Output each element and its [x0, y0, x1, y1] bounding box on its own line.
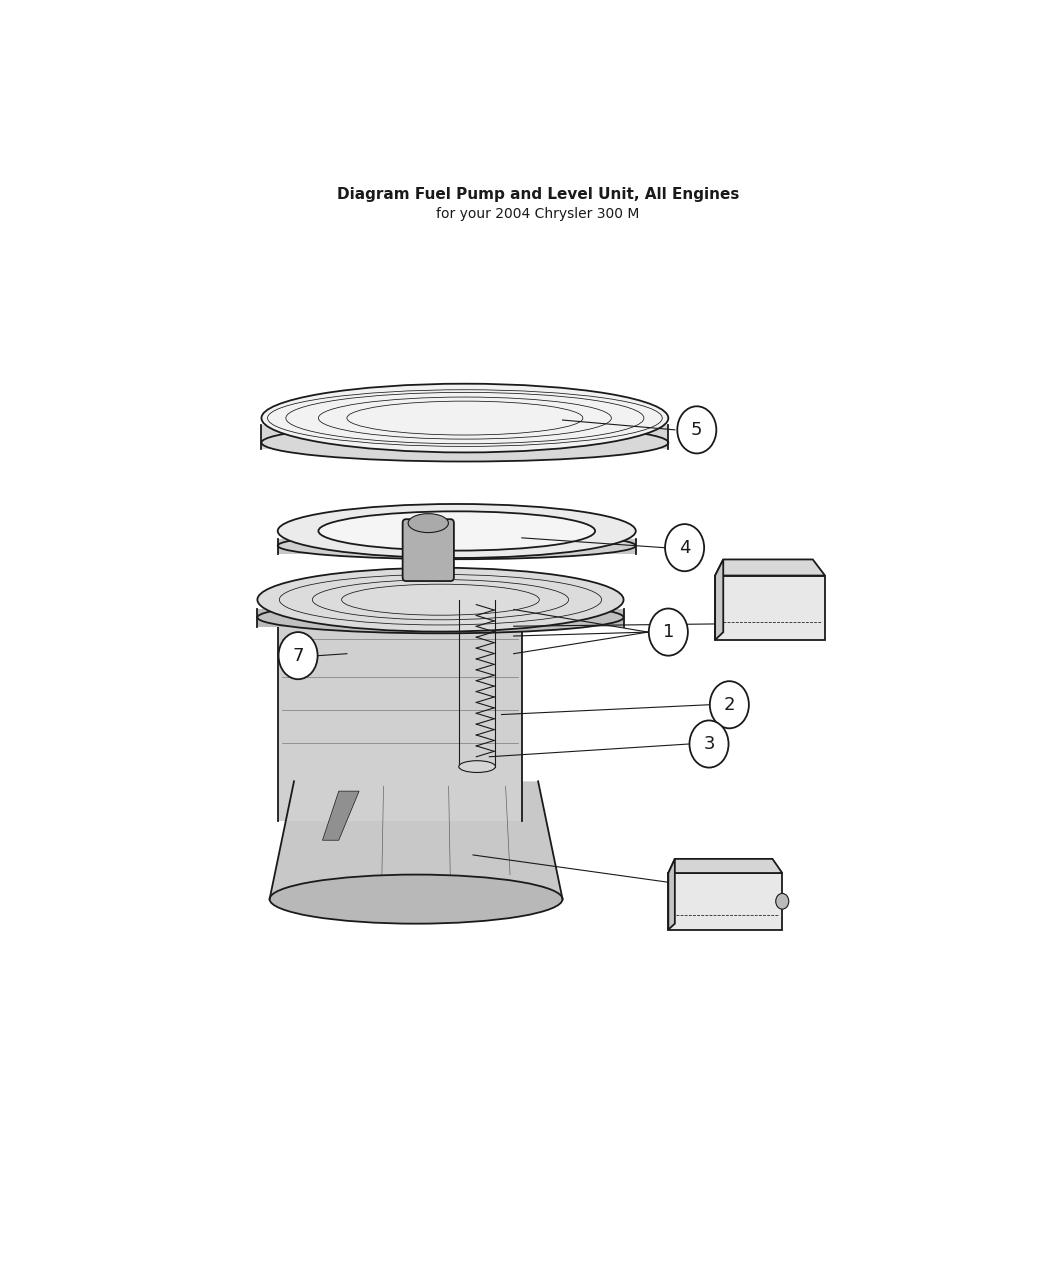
Text: 5: 5 [691, 421, 702, 439]
Polygon shape [270, 782, 563, 899]
Ellipse shape [277, 532, 635, 560]
Polygon shape [668, 873, 782, 929]
Text: 4: 4 [679, 538, 690, 557]
Ellipse shape [261, 384, 669, 453]
Ellipse shape [270, 875, 563, 923]
Text: 7: 7 [292, 646, 303, 664]
Polygon shape [257, 609, 624, 627]
FancyBboxPatch shape [402, 519, 454, 581]
Polygon shape [277, 539, 635, 553]
Ellipse shape [261, 423, 669, 462]
Text: 2: 2 [723, 696, 735, 714]
Ellipse shape [318, 511, 595, 551]
Ellipse shape [277, 581, 522, 618]
Text: for your 2004 Chrysler 300 M: for your 2004 Chrysler 300 M [437, 207, 639, 221]
Circle shape [665, 524, 705, 571]
Circle shape [710, 681, 749, 728]
Circle shape [776, 894, 789, 909]
Text: Diagram Fuel Pump and Level Unit, All Engines: Diagram Fuel Pump and Level Unit, All En… [337, 187, 739, 203]
Polygon shape [715, 575, 825, 640]
Text: 1: 1 [663, 623, 674, 641]
Ellipse shape [459, 761, 496, 773]
Circle shape [690, 720, 729, 768]
Polygon shape [277, 599, 522, 821]
Circle shape [677, 407, 716, 454]
Polygon shape [668, 859, 782, 873]
Ellipse shape [257, 567, 624, 631]
Ellipse shape [408, 514, 448, 533]
Ellipse shape [277, 504, 635, 558]
Polygon shape [715, 560, 825, 575]
Polygon shape [322, 790, 359, 840]
Circle shape [649, 608, 688, 655]
Polygon shape [261, 425, 668, 450]
Ellipse shape [257, 602, 624, 634]
Circle shape [278, 632, 317, 680]
Polygon shape [715, 560, 723, 640]
Text: 3: 3 [704, 734, 715, 754]
Polygon shape [668, 859, 675, 929]
